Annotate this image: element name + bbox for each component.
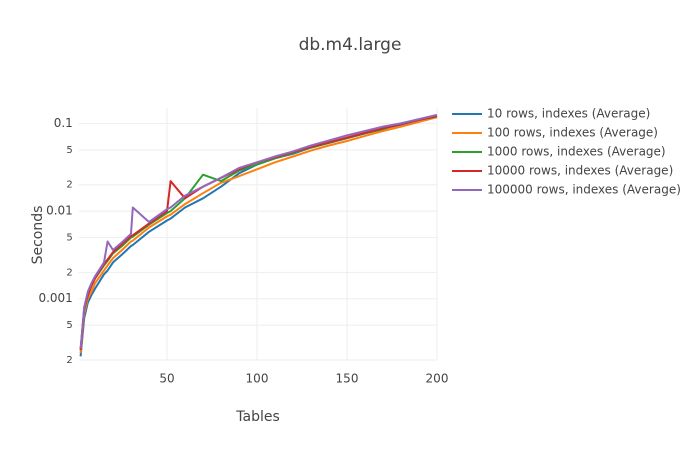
x-axis-title: Tables: [235, 409, 280, 425]
y-axis-title: Seconds: [30, 206, 46, 265]
y-tick-label: 2: [66, 267, 72, 278]
series-line: [79, 116, 438, 354]
legend-label: 10 rows, indexes (Average): [487, 107, 650, 121]
x-tick-label: 150: [336, 372, 359, 386]
x-tick-label: 100: [246, 372, 269, 386]
x-tick-label: 50: [159, 372, 174, 386]
legend-label: 1000 rows, indexes (Average): [487, 145, 666, 159]
y-tick-label: 5: [66, 232, 72, 243]
y-tick-label: 5: [66, 320, 72, 331]
chart-title: db.m4.large: [299, 35, 402, 55]
series-line: [79, 115, 438, 351]
y-tick-label: 2: [66, 180, 72, 191]
y-tick-label: 0.001: [38, 291, 72, 305]
y-tick-label: 2: [66, 355, 72, 366]
legend-label: 10000 rows, indexes (Average): [487, 164, 673, 178]
series-line: [79, 113, 438, 349]
y-tick-label: 5: [66, 145, 72, 156]
y-tick-label: 0.1: [54, 116, 73, 130]
x-tick-label: 200: [426, 372, 449, 386]
y-tick-label: 0.01: [46, 204, 73, 218]
legend-label: 100 rows, indexes (Average): [487, 126, 658, 140]
legend-label: 100000 rows, indexes (Average): [487, 183, 681, 197]
